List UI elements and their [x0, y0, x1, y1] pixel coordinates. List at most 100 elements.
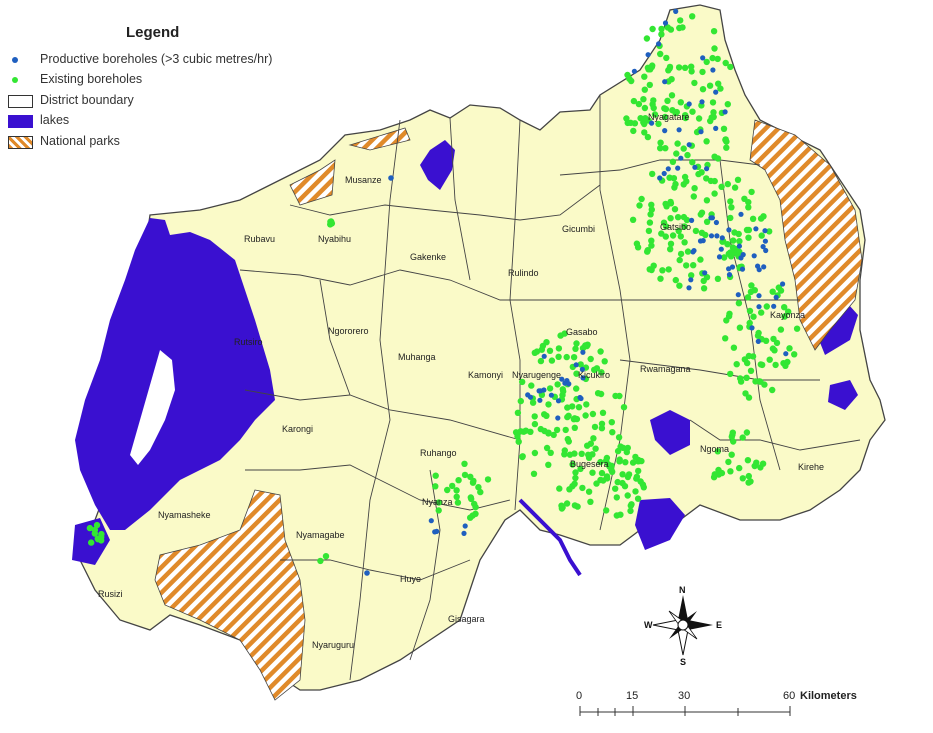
existing-borehole-dot	[563, 353, 570, 361]
productive-borehole-dot	[736, 243, 743, 249]
existing-borehole-dot	[455, 477, 462, 484]
existing-borehole-dot	[699, 68, 706, 76]
existing-borehole-dot	[769, 345, 777, 352]
existing-borehole-dot	[636, 202, 643, 209]
existing-borehole-dot	[757, 361, 764, 368]
existing-borehole-dot	[681, 173, 689, 181]
productive-borehole-dot	[686, 142, 692, 148]
existing-borehole-dot	[727, 370, 734, 378]
existing-borehole-dot	[572, 474, 579, 482]
productive-dot-icon	[12, 57, 18, 63]
existing-borehole-dot	[680, 145, 687, 152]
existing-borehole-dot	[550, 431, 557, 439]
existing-borehole-dot	[543, 339, 550, 346]
district-label: Nyarugenge	[512, 370, 561, 380]
existing-borehole-dot	[629, 216, 637, 223]
existing-borehole-dot	[725, 458, 732, 466]
productive-borehole-dot	[537, 397, 543, 403]
existing-borehole-dot	[770, 335, 777, 343]
existing-borehole-dot	[519, 453, 526, 461]
existing-borehole-dot	[467, 514, 474, 521]
existing-borehole-dot	[555, 353, 562, 360]
productive-borehole-dot	[559, 376, 565, 382]
existing-borehole-dot	[662, 200, 669, 208]
existing-borehole-dot	[648, 237, 655, 244]
existing-borehole-dot	[746, 319, 753, 327]
existing-borehole-dot	[727, 198, 734, 205]
existing-borehole-dot	[683, 262, 690, 269]
existing-borehole-dot	[743, 226, 751, 234]
existing-borehole-dot	[766, 228, 773, 235]
productive-borehole-dot	[763, 247, 769, 254]
existing-borehole-dot	[681, 223, 688, 230]
existing-borehole-dot	[461, 460, 468, 467]
productive-borehole-dot	[690, 249, 696, 255]
existing-borehole-dot	[684, 151, 691, 159]
existing-borehole-dot	[571, 424, 578, 431]
existing-borehole-dot	[749, 353, 757, 360]
existing-borehole-dot	[711, 45, 718, 52]
lake-mugesera	[650, 410, 690, 455]
existing-borehole-dot	[591, 423, 599, 431]
existing-borehole-dot	[645, 227, 653, 235]
existing-borehole-dot	[622, 459, 629, 466]
existing-borehole-dot	[531, 413, 538, 420]
existing-borehole-dot	[570, 354, 578, 361]
existing-borehole-dot	[477, 488, 484, 496]
productive-borehole-dot	[761, 264, 767, 270]
existing-borehole-dot	[538, 346, 545, 353]
productive-borehole-dot	[704, 166, 710, 172]
existing-borehole-dot	[749, 215, 757, 222]
productive-borehole-dot	[662, 20, 669, 26]
productive-borehole-dot	[702, 270, 708, 276]
existing-borehole-dot	[582, 412, 589, 419]
existing-borehole-dot	[609, 429, 616, 436]
existing-borehole-dot	[453, 487, 460, 494]
existing-borehole-dot	[743, 374, 750, 381]
existing-borehole-dot	[745, 479, 752, 486]
productive-borehole-dot	[649, 120, 655, 126]
compass-east: E	[716, 620, 723, 630]
existing-borehole-dot	[781, 304, 788, 311]
existing-borehole-dot	[554, 381, 561, 388]
existing-borehole-dot	[571, 480, 578, 487]
existing-borehole-dot	[646, 81, 653, 89]
existing-borehole-dot	[667, 26, 675, 33]
existing-borehole-dot	[710, 109, 717, 116]
district-label: Kayonza	[770, 310, 805, 320]
lake-kivu	[75, 218, 275, 530]
existing-borehole-dot	[530, 470, 538, 477]
productive-borehole-dot	[580, 375, 586, 381]
existing-borehole-dot	[584, 442, 591, 449]
existing-borehole-dot	[590, 435, 597, 442]
existing-borehole-dot	[571, 502, 579, 509]
existing-borehole-dot	[646, 219, 654, 226]
existing-borehole-dot	[598, 369, 605, 376]
existing-borehole-dot	[564, 413, 571, 421]
existing-borehole-dot	[709, 99, 717, 106]
productive-borehole-dot	[762, 238, 769, 244]
existing-borehole-dot	[657, 275, 664, 282]
productive-borehole-dot	[700, 238, 706, 244]
existing-borehole-dot	[695, 115, 703, 122]
existing-borehole-dot	[635, 100, 643, 108]
productive-borehole-dot	[713, 125, 719, 131]
existing-borehole-dot	[733, 361, 740, 368]
existing-borehole-dot	[711, 471, 718, 478]
district-label: Rusizi	[98, 589, 123, 599]
existing-borehole-dot	[648, 206, 655, 213]
productive-borehole-dot	[753, 226, 759, 232]
existing-borehole-dot	[556, 485, 563, 492]
existing-borehole-dot	[649, 170, 656, 178]
compass-west: W	[644, 620, 653, 630]
existing-borehole-dot	[517, 397, 524, 405]
district-label: Muhanga	[398, 352, 436, 362]
existing-borehole-dot	[757, 215, 765, 222]
existing-borehole-dot	[691, 185, 698, 192]
existing-borehole-dot	[673, 150, 680, 157]
existing-borehole-dot	[745, 472, 752, 480]
existing-borehole-dot	[718, 469, 726, 477]
existing-borehole-dot	[593, 480, 600, 487]
existing-borehole-dot	[598, 420, 606, 427]
existing-borehole-dot	[734, 176, 742, 183]
